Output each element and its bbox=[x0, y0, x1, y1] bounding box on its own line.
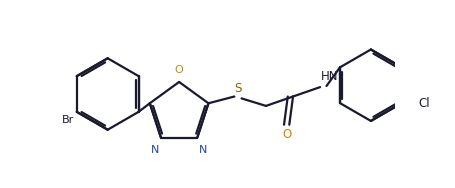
Text: Cl: Cl bbox=[417, 97, 429, 110]
Text: O: O bbox=[281, 128, 291, 141]
Text: Br: Br bbox=[61, 115, 74, 125]
Text: N: N bbox=[151, 145, 159, 155]
Text: O: O bbox=[174, 65, 183, 75]
Text: S: S bbox=[233, 82, 241, 95]
Text: N: N bbox=[199, 145, 207, 155]
Text: HN: HN bbox=[320, 70, 338, 83]
